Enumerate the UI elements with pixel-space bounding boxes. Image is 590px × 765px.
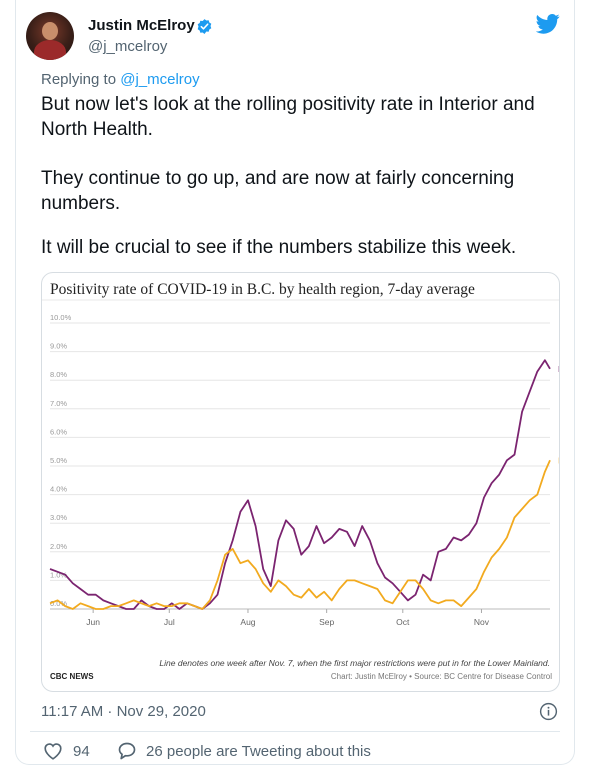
y-tick-label: 7.0% bbox=[50, 399, 67, 408]
replying-to-line: Replying to @j_mcelroy bbox=[41, 71, 200, 88]
twitter-bird-icon[interactable] bbox=[536, 14, 560, 34]
y-tick-label: 5.0% bbox=[50, 456, 67, 465]
chart-footnote: Line denotes one week after Nov. 7, when… bbox=[159, 658, 550, 668]
tweeting-about-link[interactable]: 26 people are Tweeting about this bbox=[146, 743, 371, 760]
chart-title: Positivity rate of COVID-19 in B.C. by h… bbox=[50, 281, 475, 298]
y-tick-label: 2.0% bbox=[50, 542, 67, 551]
x-tick-label: Sep bbox=[319, 617, 334, 627]
like-count[interactable]: 94 bbox=[73, 743, 90, 760]
speech-bubble-icon[interactable] bbox=[117, 741, 137, 761]
tweet-paragraph-1: But now let's look at the rolling positi… bbox=[41, 94, 535, 140]
y-tick-label: 3.0% bbox=[50, 513, 67, 522]
series-line-interior bbox=[49, 459, 551, 610]
x-tick-label: Jul bbox=[164, 617, 175, 627]
y-tick-label: 10.0% bbox=[50, 313, 72, 322]
avatar[interactable] bbox=[26, 12, 74, 60]
y-tick-label: 1.0% bbox=[50, 570, 67, 579]
verified-badge-icon bbox=[197, 19, 212, 34]
y-tick-label: 0.0% bbox=[50, 599, 67, 608]
positivity-chart: Positivity rate of COVID-19 in B.C. by h… bbox=[42, 281, 559, 681]
avatar-shirt bbox=[34, 40, 66, 60]
x-tick-label: Oct bbox=[396, 617, 410, 627]
series-label-interior: Interior bbox=[558, 455, 559, 465]
tweet-paragraph-3: It will be crucial to see if the numbers… bbox=[41, 237, 517, 258]
x-tick-label: Nov bbox=[474, 617, 490, 627]
y-tick-label: 4.0% bbox=[50, 485, 67, 494]
user-handle[interactable]: @j_mcelroy bbox=[88, 38, 168, 55]
chart-source: Chart: Justin McElroy • Source: BC Centr… bbox=[331, 672, 552, 681]
x-tick-label: Jun bbox=[86, 617, 100, 627]
divider bbox=[30, 731, 560, 732]
y-tick-label: 9.0% bbox=[50, 342, 67, 351]
display-name[interactable]: Justin McElroy bbox=[88, 17, 195, 34]
avatar-head bbox=[42, 22, 58, 40]
series-label-northern: Northern bbox=[558, 364, 559, 374]
chart-brand: CBC NEWS bbox=[50, 672, 94, 681]
replying-prefix: Replying to bbox=[41, 71, 121, 88]
y-tick-label: 8.0% bbox=[50, 370, 67, 379]
chart-image-card[interactable]: Positivity rate of COVID-19 in B.C. by h… bbox=[41, 272, 560, 692]
x-tick-label: Aug bbox=[240, 617, 255, 627]
y-tick-label: 6.0% bbox=[50, 427, 67, 436]
tweet-timestamp[interactable]: 11:17 AM · Nov 29, 2020 bbox=[41, 703, 206, 720]
heart-icon[interactable] bbox=[43, 742, 63, 760]
series-line-northern bbox=[49, 359, 551, 610]
tweet-paragraph-2: They continue to go up, and are now at f… bbox=[41, 168, 515, 214]
replying-to-link[interactable]: @j_mcelroy bbox=[120, 71, 200, 88]
info-icon[interactable] bbox=[539, 702, 558, 721]
